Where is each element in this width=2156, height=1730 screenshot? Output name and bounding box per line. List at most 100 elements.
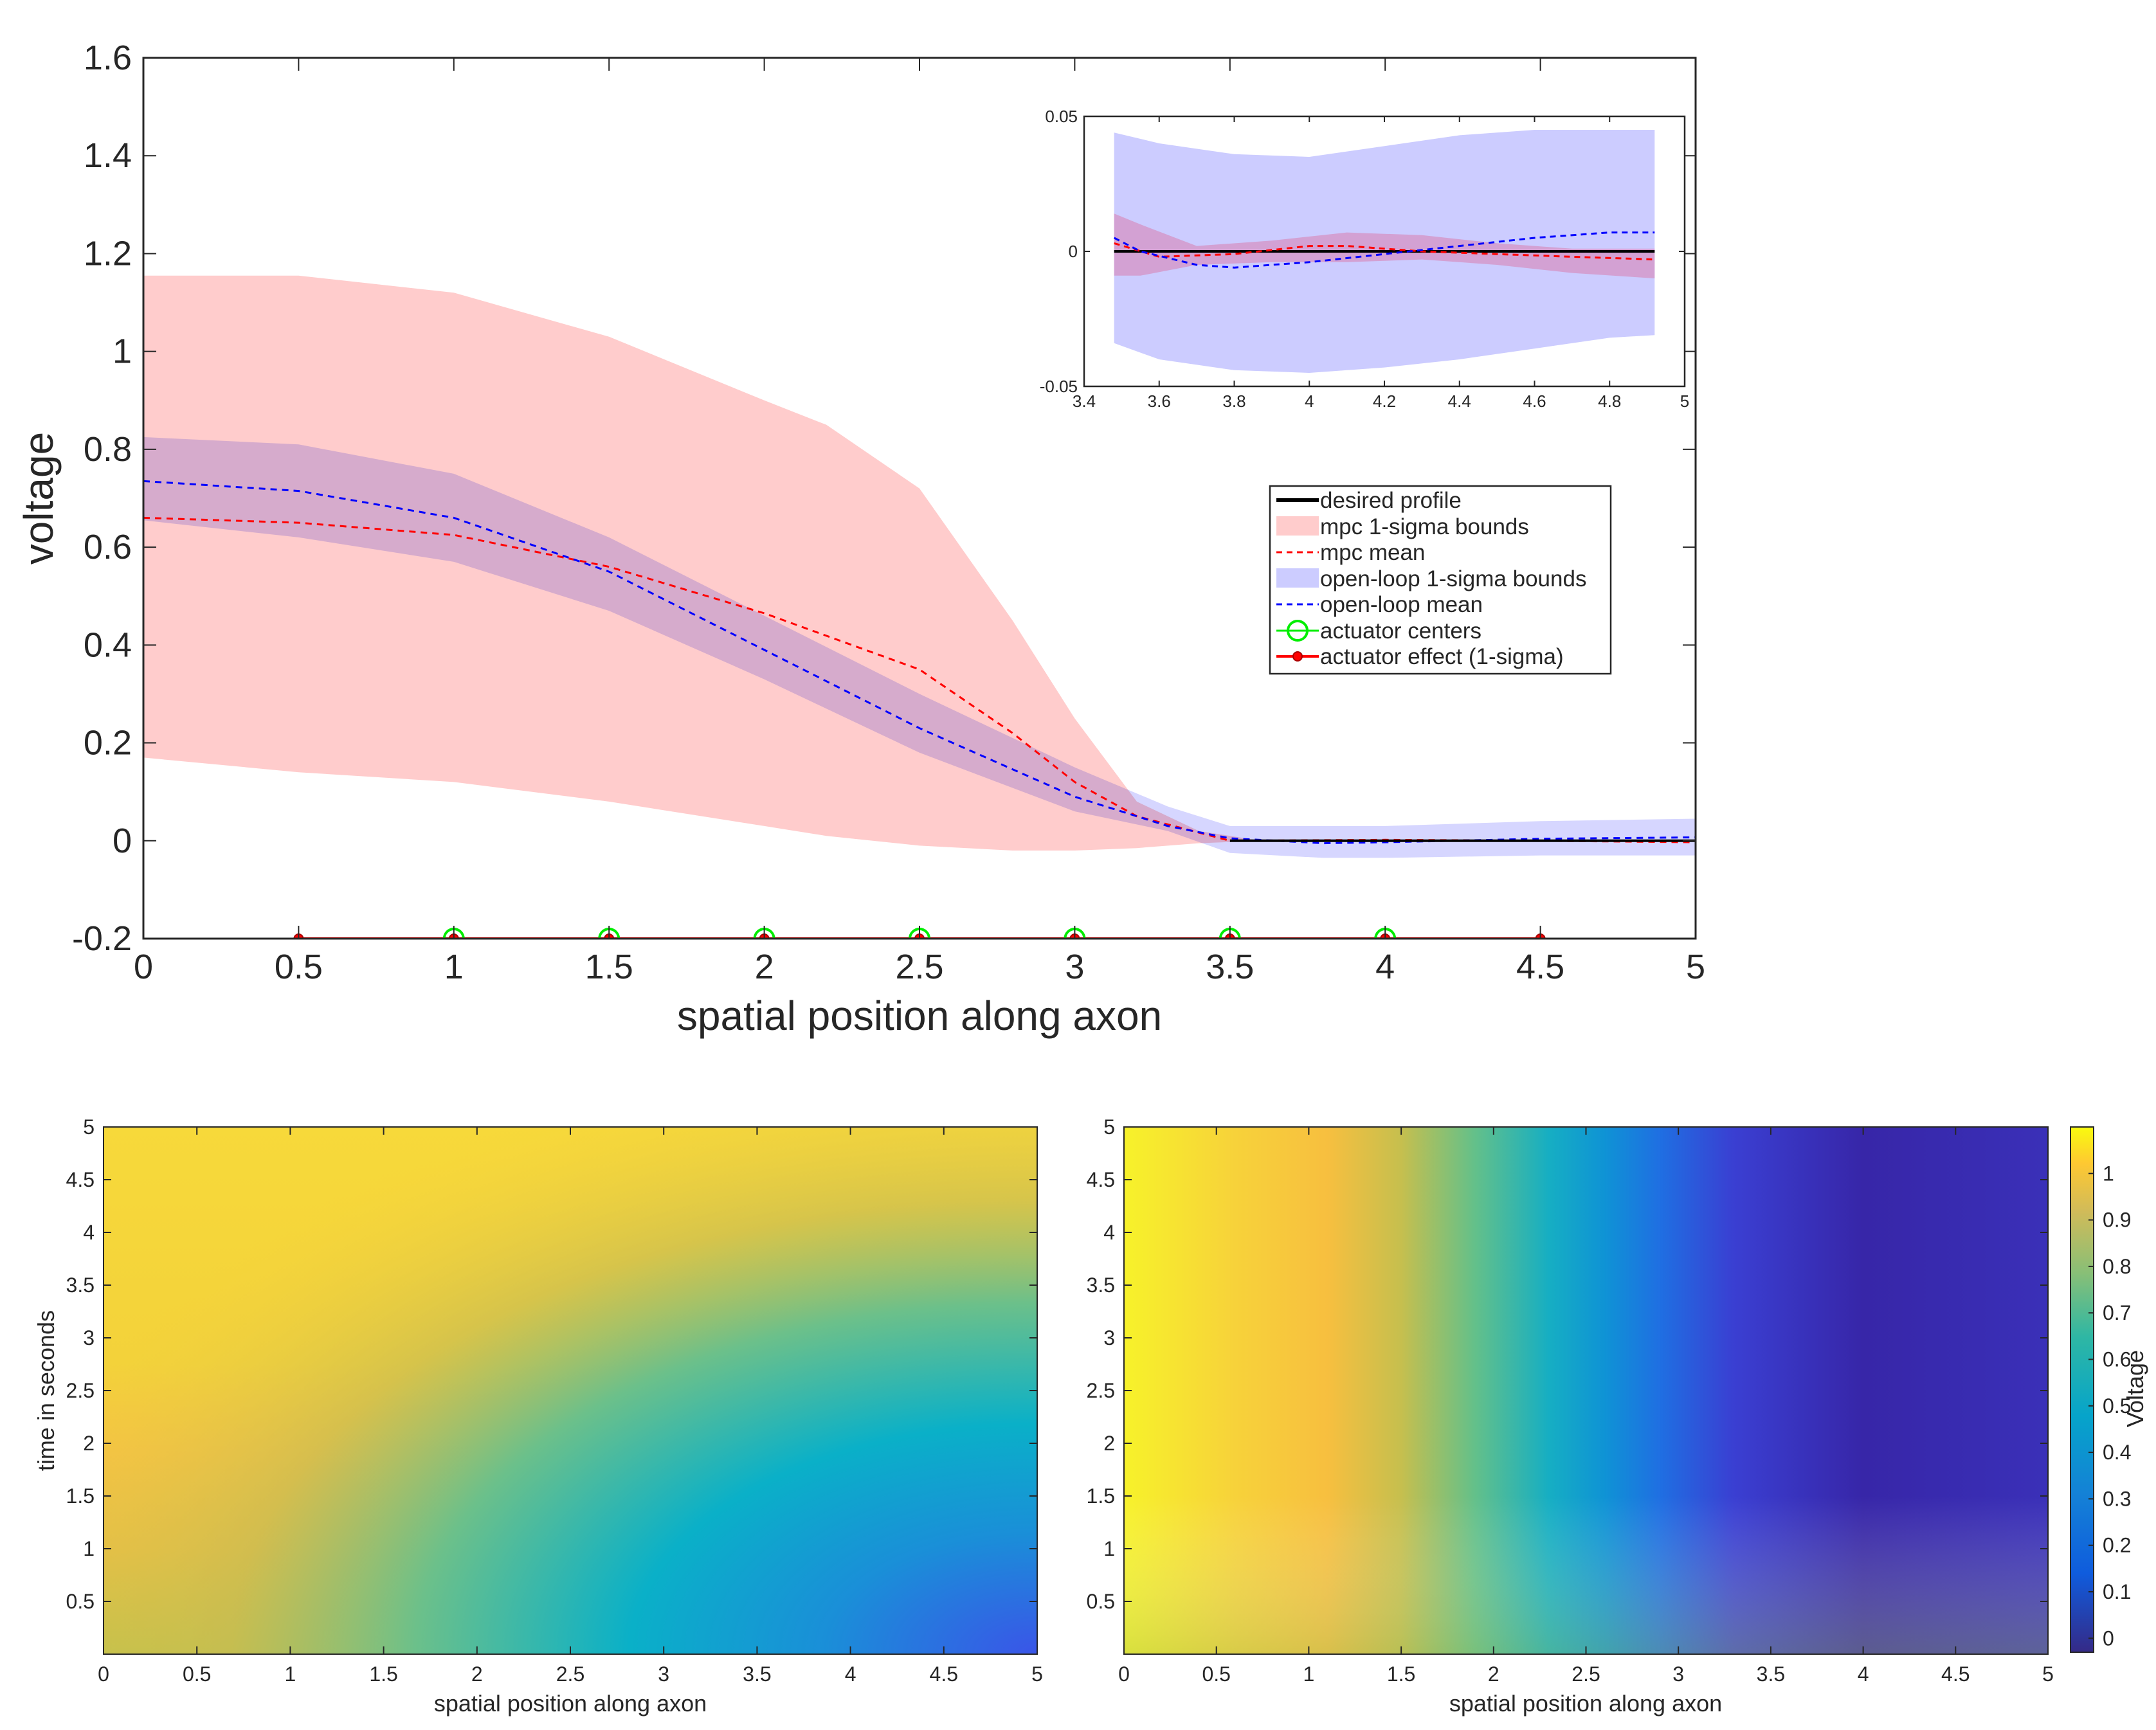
heatmap-right-ytick-label: 5 <box>1103 1115 1115 1139</box>
heatmap-right-xtick-label: 3 <box>1672 1662 1684 1686</box>
colorbar-tick-label: 0.5 <box>2103 1394 2131 1418</box>
heatmap-left-xtick-label: 5 <box>1031 1662 1043 1686</box>
inset-ytick-label: 0.05 <box>1045 107 1078 126</box>
heatmap-left-xtick-label: 0 <box>98 1662 109 1686</box>
inset-xtick-label: 4 <box>1305 392 1314 411</box>
heatmap-left-ytick-label: 4 <box>83 1221 95 1244</box>
legend-label-mpc-mean: mpc mean <box>1320 540 1425 565</box>
heatmap-right-xtick-label: 0 <box>1118 1662 1130 1686</box>
inset-xtick-label: 4.6 <box>1523 392 1546 411</box>
heatmap-left: 0 0.5 1 1.5 2 2.5 3 3.5 4 4.5 5 0.5 1 1.5 2 2.5 3 3.5 4 4.5… <box>33 1115 1043 1716</box>
inset-xtick-label: 4.2 <box>1373 392 1396 411</box>
main-ytick-label: -0.2 <box>72 919 132 958</box>
heatmap-right-ticks: 0 0.5 1 1.5 2 2.5 3 3.5 4 4.5 5 0.5 1 1.5 2 2.5 3 3.5 4 4.5… <box>1087 1115 2054 1686</box>
heatmap-left-ytick-label: 2.5 <box>66 1379 95 1402</box>
colorbar-ticks: 0 0.1 0.2 0.3 0.4 0.5 0.6 0.7 0.8 0.9 1 <box>2088 1162 2131 1650</box>
legend-label-open-loop-mean: open-loop mean <box>1320 592 1483 617</box>
legend-label-open-loop-band: open-loop 1-sigma bounds <box>1320 566 1586 591</box>
heatmap-left-xtick-label: 2.5 <box>556 1662 584 1686</box>
heatmap-right-ytick-label: 4 <box>1103 1221 1115 1244</box>
heatmap-right-ytick-label: 2.5 <box>1087 1379 1115 1402</box>
colorbar-tick-label: 0.4 <box>2103 1441 2131 1464</box>
heatmap-left-xtick-label: 3.5 <box>743 1662 771 1686</box>
inset-ytick-label: 0 <box>1069 242 1078 261</box>
main-ylabel: voltage <box>15 432 62 564</box>
main-xtick-label: 3 <box>1065 948 1084 986</box>
main-ytick-label: 0.8 <box>84 430 132 469</box>
heatmap-left-ytick-label: 3 <box>83 1326 95 1349</box>
heatmap-right-xtick-label: 2.5 <box>1572 1662 1600 1686</box>
heatmap-left-xtick-label: 3 <box>658 1662 669 1686</box>
main-xlabel: spatial position along axon <box>677 993 1162 1039</box>
inset-xtick-label: 3.8 <box>1222 392 1246 411</box>
colorbar-tick-label: 0.9 <box>2103 1209 2131 1232</box>
main-ytick-label: 0.2 <box>84 724 132 762</box>
legend-swatch-actuator-centers-marker <box>1287 620 1309 642</box>
heatmap-right-ytick-label: 2 <box>1103 1432 1115 1455</box>
inset-xtick-label: 4.4 <box>1448 392 1471 411</box>
heatmap-left-low-region <box>104 1127 1037 1654</box>
colorbar-tick-label: 0.6 <box>2103 1348 2131 1371</box>
inset-xtick-label: 3.6 <box>1148 392 1171 411</box>
open-loop-mean-line <box>143 480 1696 845</box>
main-xtick-label: 5 <box>1686 948 1705 986</box>
inset-xtick-label: 3.4 <box>1073 392 1096 411</box>
heatmap-right-ytick-label: 3 <box>1103 1326 1115 1349</box>
heatmap-right-xtick-label: 0.5 <box>1202 1662 1230 1686</box>
main-ytick-label: 0.6 <box>84 528 132 566</box>
main-ytick-label: 1.6 <box>84 39 132 77</box>
heatmap-right-xtick-label: 4 <box>1858 1662 1869 1686</box>
colorbar-tick-label: 1 <box>2103 1162 2114 1185</box>
main-ytick-label: 1.4 <box>84 136 132 175</box>
heatmap-left-xtick-label: 1.5 <box>369 1662 397 1686</box>
heatmap-left-ytick-label: 3.5 <box>66 1274 95 1297</box>
main-ticks: 0 0.5 1 1.5 2 2.5 3 3.5 4 4.5 5-0.200.20.40.60.811… <box>72 39 1705 986</box>
heatmap-right-ytick-label: 3.5 <box>1087 1274 1115 1297</box>
heatmap-left-xtick-label: 0.5 <box>183 1662 211 1686</box>
colorbar-tick-label: 0 <box>2103 1626 2114 1650</box>
legend-box <box>1269 485 1612 675</box>
legend-label-mpc-band: mpc 1-sigma bounds <box>1320 514 1529 539</box>
heatmap-left-ytick-label: 0.5 <box>66 1590 95 1613</box>
heatmap-left-ticks: 0 0.5 1 1.5 2 2.5 3 3.5 4 4.5 5 0.5 1 1.5 2 2.5 3 3.5 4 4.5… <box>66 1115 1043 1686</box>
heatmap-right-shade <box>1124 1127 2048 1654</box>
heatmap-left-ylabel: time in seconds <box>33 1310 59 1471</box>
heatmap-right-xtick-label: 4.5 <box>1941 1662 1970 1686</box>
inset-open-loop-mean-line <box>1114 231 1655 269</box>
main-ytick-label: 0.4 <box>84 626 132 664</box>
inset-ticks: 3.4 3.6 3.8 4 4.2 4.4 4.6 4.8 5 -0.05 0 0.05 <box>1040 107 1690 411</box>
heatmap-right-xlabel: spatial position along axon <box>1449 1690 1722 1716</box>
heatmap-right-xtick-label: 3.5 <box>1757 1662 1785 1686</box>
legend-label-desired: desired profile <box>1320 488 1462 513</box>
main-xtick-label: 0.5 <box>275 948 323 986</box>
heatmap-right-xtick-label: 1 <box>1303 1662 1315 1686</box>
heatmap-left-ytick-label: 2 <box>83 1432 95 1455</box>
colorbar-tick-label: 0.7 <box>2103 1301 2131 1324</box>
colorbar-tick-label: 0.1 <box>2103 1580 2131 1603</box>
heatmap-left-xlabel: spatial position along axon <box>434 1690 707 1716</box>
inset-mpc-mean-line <box>1114 242 1655 261</box>
heatmap-left-ytick-label: 1 <box>83 1537 95 1560</box>
main-xtick-label: 3.5 <box>1206 948 1254 986</box>
main-xtick-label: 1.5 <box>585 948 633 986</box>
main-xtick-label: 2 <box>755 948 774 986</box>
main-xtick-label: 1 <box>444 948 464 986</box>
colorbar-label: Voltage <box>2122 1350 2148 1427</box>
heatmap-left-ytick-label: 4.5 <box>66 1168 95 1191</box>
legend-swatch-mpc-band <box>1276 516 1319 536</box>
inset-marks <box>1114 130 1655 373</box>
legend-swatch-actuator-effect-marker <box>1292 651 1303 662</box>
main-ytick-label: 0 <box>113 822 132 860</box>
inset-xtick-label: 5 <box>1680 392 1689 411</box>
main-ytick-label: 1 <box>113 332 132 371</box>
open-loop-band <box>143 437 1696 858</box>
colorbar-tick-label: 0.2 <box>2103 1534 2131 1557</box>
colorbar-gradient <box>2070 1126 2094 1653</box>
main-xtick-label: 4.5 <box>1516 948 1564 986</box>
heatmap-left-ytick-label: 5 <box>83 1115 95 1139</box>
main-ytick-label: 1.2 <box>84 234 132 273</box>
heatmap-left-xtick-label: 4 <box>845 1662 856 1686</box>
heatmap-right-xtick-label: 1.5 <box>1387 1662 1415 1686</box>
main-xtick-label: 4 <box>1375 948 1395 986</box>
